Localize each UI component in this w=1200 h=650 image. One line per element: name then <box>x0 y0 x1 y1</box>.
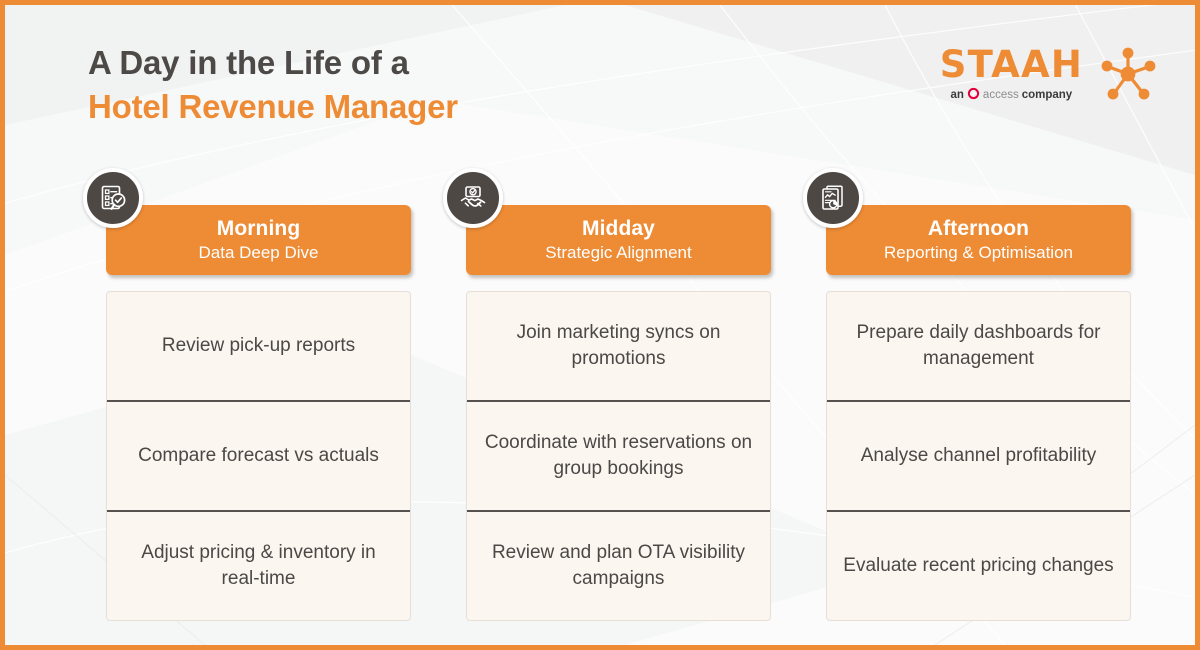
header: A Day in the Life of a Hotel Revenue Man… <box>5 5 1195 155</box>
list-item[interactable]: Coordinate with reservations on group bo… <box>467 400 770 510</box>
page-title: A Day in the Life of a Hotel Revenue Man… <box>88 41 458 129</box>
column-afternoon: Afternoon Reporting & Optimisation Prepa… <box>803 168 1131 621</box>
title-line-1: A Day in the Life of a <box>88 44 409 81</box>
logo-text-block: STAAH an access company <box>939 42 1083 103</box>
logo-wordmark: STAAH <box>939 42 1083 86</box>
logo-tagline: an access company <box>940 87 1083 103</box>
staah-network-icon <box>1097 45 1159 103</box>
checklist-magnifier-check-icon <box>83 168 143 228</box>
column-card-midday: Join marketing syncs on promotions Coord… <box>466 291 771 621</box>
logo-tagline-access: access <box>982 88 1019 101</box>
column-morning: Morning Data Deep Dive Review pick-up re… <box>83 168 411 621</box>
column-subtitle: Data Deep Dive <box>198 243 319 262</box>
column-header-midday[interactable]: Midday Strategic Alignment <box>443 168 771 275</box>
column-header-morning[interactable]: Morning Data Deep Dive <box>83 168 411 275</box>
list-item[interactable]: Evaluate recent pricing changes <box>827 510 1130 620</box>
column-card-afternoon: Prepare daily dashboards for management … <box>826 291 1131 621</box>
list-item[interactable]: Analyse channel profitability <box>827 400 1130 510</box>
list-item[interactable]: Join marketing syncs on promotions <box>516 322 721 369</box>
list-item[interactable]: Compare forecast vs actuals <box>107 400 410 510</box>
staah-logo[interactable]: STAAH an access company <box>940 45 1159 103</box>
column-card-morning: Review pick-up reports Compare forecast … <box>106 291 411 621</box>
timeline-columns: Morning Data Deep Dive Review pick-up re… <box>5 168 1195 638</box>
logo-tagline-company: company <box>1021 88 1073 101</box>
logo-tagline-an: an <box>950 88 964 101</box>
column-header-afternoon[interactable]: Afternoon Reporting & Optimisation <box>803 168 1131 275</box>
column-title: Midday <box>582 217 655 240</box>
column-title: Morning <box>216 217 301 240</box>
list-item[interactable]: Review pick-up reports <box>161 335 356 356</box>
list-item[interactable]: Prepare daily dashboards for management <box>856 322 1101 369</box>
access-ring-icon <box>967 87 980 103</box>
list-item[interactable]: Adjust pricing & inventory in real-time <box>107 510 410 620</box>
column-subtitle: Reporting & Optimisation <box>884 243 1073 262</box>
handshake-check-icon <box>443 168 503 228</box>
column-subtitle: Strategic Alignment <box>545 243 692 262</box>
column-title: Afternoon <box>927 217 1030 240</box>
list-item[interactable]: Review and plan OTA visibility campaigns <box>467 510 770 620</box>
column-midday: Midday Strategic Alignment Join marketin… <box>443 168 771 621</box>
title-line-2: Hotel Revenue Manager <box>88 88 458 125</box>
report-charts-icon <box>803 168 863 228</box>
